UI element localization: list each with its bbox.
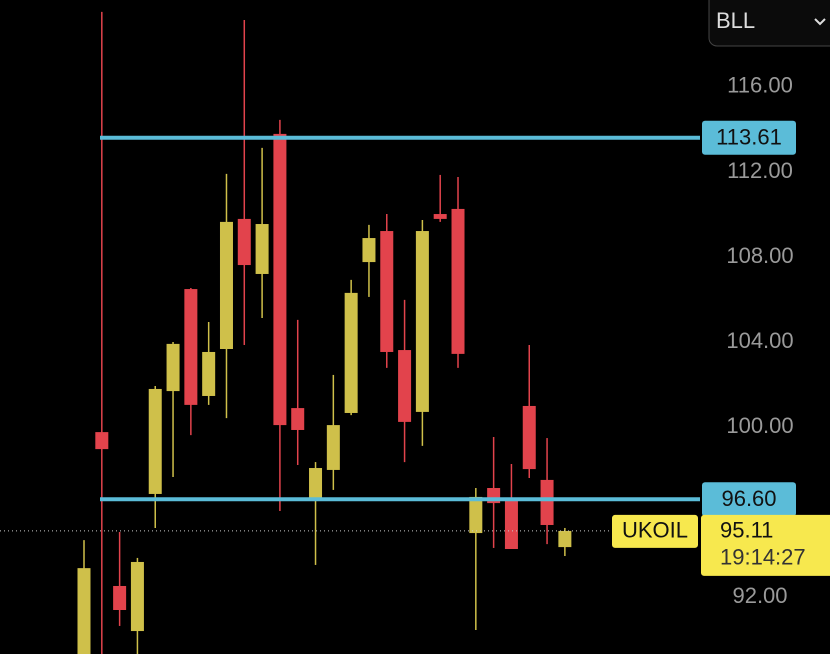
candle-body bbox=[309, 468, 323, 501]
y-tick-label: 92.00 bbox=[732, 583, 787, 608]
y-tick-label: 100.00 bbox=[726, 413, 793, 438]
candle-body bbox=[166, 343, 180, 392]
candle-body bbox=[540, 479, 554, 525]
candle-body bbox=[255, 224, 269, 274]
candle-body bbox=[522, 405, 536, 470]
y-tick-label: 116.00 bbox=[727, 73, 793, 98]
candle-body bbox=[504, 499, 518, 550]
price-label: 96.60 bbox=[721, 486, 776, 511]
symbol-selector[interactable]: BLL bbox=[716, 8, 755, 33]
price-label-box bbox=[702, 482, 796, 517]
y-tick-label: 104.00 bbox=[726, 328, 793, 353]
y-tick-label: 108.00 bbox=[726, 243, 793, 268]
y-tick-label: 112.00 bbox=[727, 158, 793, 183]
candle-body bbox=[130, 561, 144, 632]
candle-body bbox=[113, 585, 127, 611]
candle-body bbox=[433, 214, 447, 219]
price-label: 113.61 bbox=[716, 125, 782, 150]
candle-body bbox=[77, 568, 91, 654]
symbol-dropdown[interactable] bbox=[708, 0, 830, 47]
candle-body bbox=[362, 238, 376, 263]
symbol-label: UKOIL bbox=[622, 518, 688, 543]
candle-body bbox=[398, 350, 412, 422]
candle-body bbox=[380, 231, 394, 352]
chevron bbox=[814, 18, 826, 26]
candle-body bbox=[344, 292, 358, 413]
candle-body bbox=[237, 218, 251, 266]
price-label-box bbox=[702, 120, 796, 155]
candle-body bbox=[202, 351, 216, 396]
candle-body bbox=[219, 221, 233, 349]
symbol-box bbox=[612, 514, 698, 548]
candle-body bbox=[148, 388, 162, 494]
candle-body bbox=[326, 425, 340, 470]
candle-body bbox=[469, 496, 483, 534]
candle-body bbox=[451, 208, 465, 354]
candle-body bbox=[558, 530, 572, 548]
candle-body bbox=[184, 289, 198, 405]
candle-body bbox=[273, 133, 287, 426]
candle-body bbox=[95, 432, 109, 450]
candle-body bbox=[415, 231, 429, 412]
countdown: 19:14:27 bbox=[720, 545, 806, 570]
last-price-label: 95.11 bbox=[720, 518, 773, 543]
candle-body bbox=[291, 408, 305, 430]
last-price-box bbox=[701, 514, 830, 576]
